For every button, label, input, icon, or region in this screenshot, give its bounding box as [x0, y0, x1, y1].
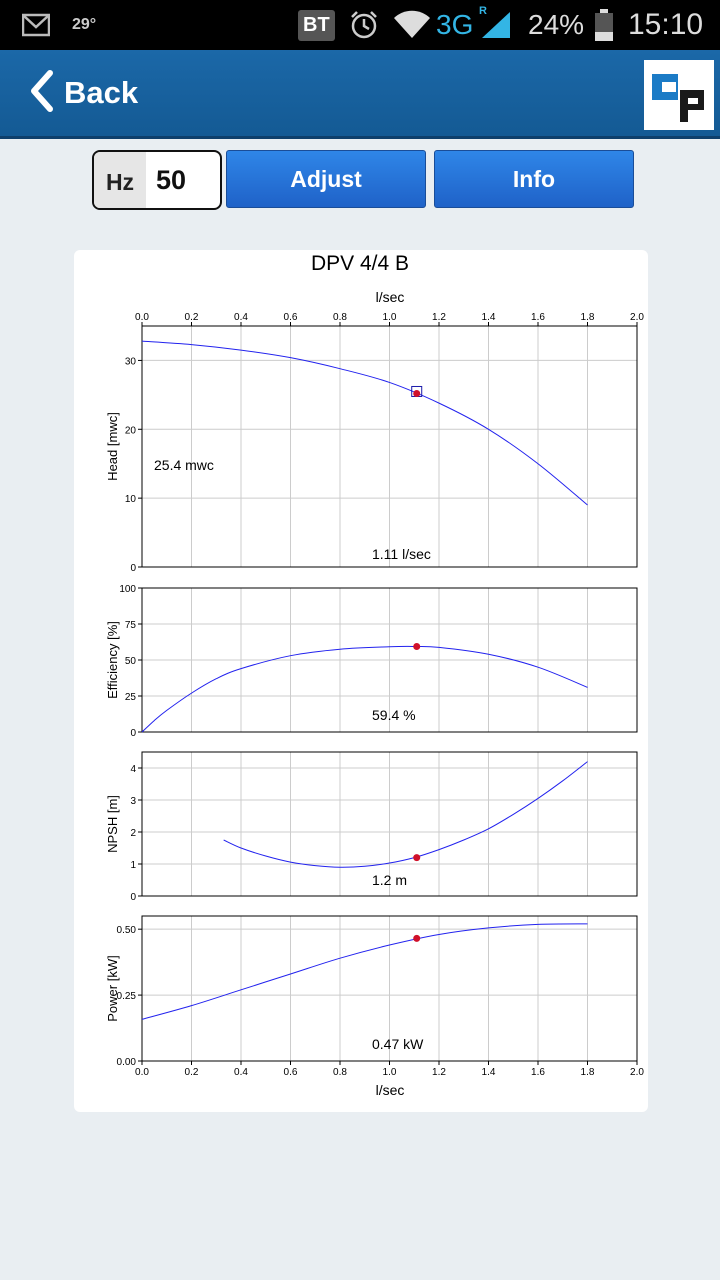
- pump-curve-card: [74, 250, 648, 1112]
- wifi-icon: [392, 0, 432, 50]
- carrier-badge: BT: [298, 0, 335, 50]
- back-label: Back: [64, 75, 139, 110]
- battery-percent-text: 24%: [528, 9, 585, 40]
- temperature-text: 29°: [72, 16, 97, 33]
- info-button[interactable]: Info: [434, 150, 634, 208]
- x-axis-label-top: l/sec: [375, 289, 405, 305]
- status-bar: 29° BT 3G R 24% 15:10: [0, 0, 720, 50]
- battery-icon: [594, 0, 614, 50]
- frequency-value[interactable]: 50: [156, 164, 187, 195]
- clock-text: 15:10: [628, 8, 704, 41]
- brand-logo: [644, 60, 714, 130]
- frequency-input[interactable]: Hz 50: [92, 150, 222, 210]
- frequency-unit-label: Hz: [94, 152, 146, 208]
- roaming-indicator: R: [479, 5, 487, 17]
- gmail-notification-icon: [22, 0, 50, 50]
- alarm-icon: [348, 0, 380, 50]
- network-type-text: 3G: [436, 9, 474, 40]
- x-axis-label-bottom: l/sec: [375, 1082, 405, 1098]
- chevron-left-icon: [28, 69, 54, 118]
- adjust-button[interactable]: Adjust: [226, 150, 426, 208]
- back-button[interactable]: Back: [28, 66, 138, 120]
- app-bar: Back: [0, 50, 720, 139]
- chart-title: DPV 4/4 B: [310, 252, 410, 275]
- signal-icon: [480, 0, 512, 50]
